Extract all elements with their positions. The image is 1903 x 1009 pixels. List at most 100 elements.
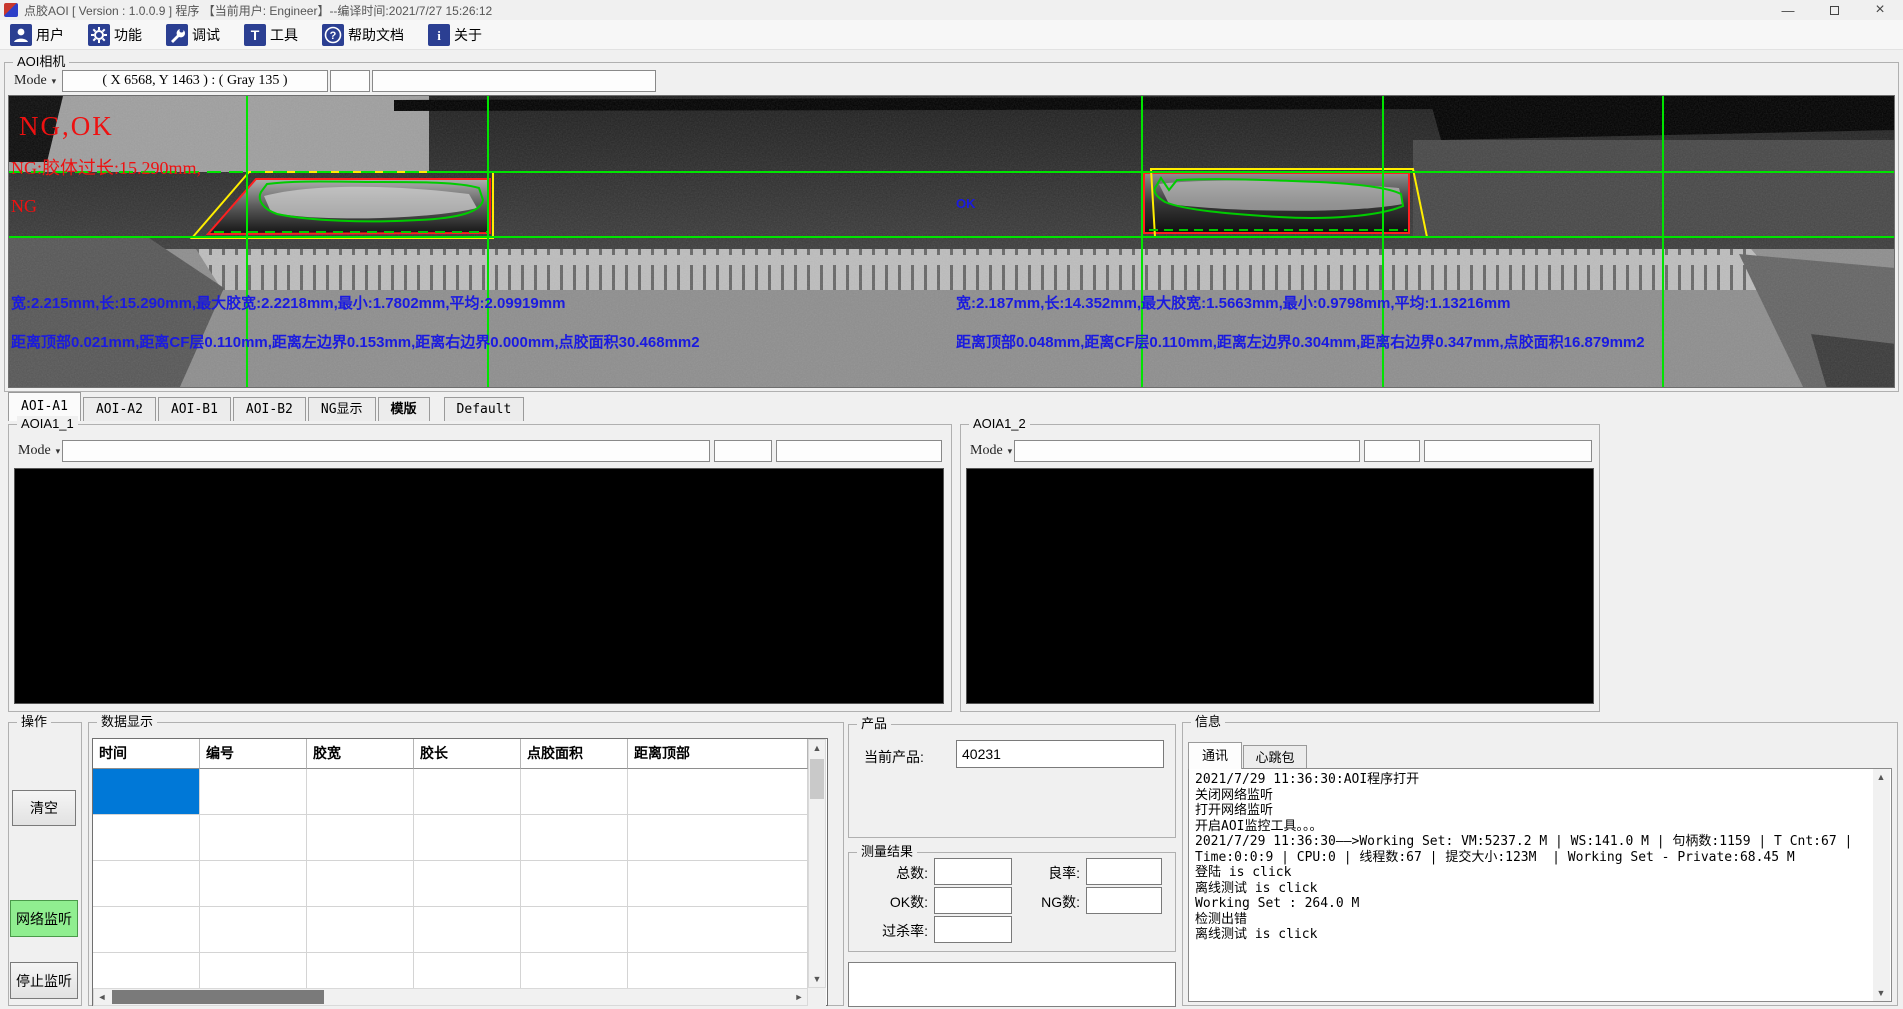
clear-button[interactable]: 清空 (12, 790, 76, 826)
table-cell[interactable] (307, 769, 414, 815)
table-cell[interactable] (307, 815, 414, 861)
tab-default[interactable]: Default (443, 397, 525, 421)
table-cell[interactable] (307, 953, 414, 988)
toolbar-item-about[interactable]: i 关于 (426, 22, 484, 48)
panel2-info-box-2[interactable] (1364, 440, 1420, 462)
panel1-image-area[interactable] (14, 468, 944, 704)
table-cell[interactable] (200, 861, 307, 907)
tab-aoi-a2[interactable]: AOI-A2 (82, 397, 156, 421)
panel1-info-box-2[interactable] (714, 440, 772, 462)
toolbar-item-debug[interactable]: 调试 (164, 22, 222, 48)
table-cell[interactable] (628, 769, 808, 815)
panel1-info-box-1[interactable] (62, 440, 710, 462)
table-cell[interactable] (200, 769, 307, 815)
table-cell[interactable] (93, 861, 200, 907)
panel2-mode-dropdown[interactable]: Mode ▾ (970, 443, 1013, 458)
overkill-rate-input[interactable] (934, 916, 1012, 943)
table-cell[interactable] (93, 907, 200, 953)
table-cell[interactable] (200, 815, 307, 861)
tab-comm[interactable]: 通讯 (1188, 742, 1242, 769)
scroll-right-icon[interactable]: ► (791, 989, 807, 1005)
close-button[interactable]: × (1875, 1, 1885, 18)
panel2-info-box-3[interactable] (1424, 440, 1592, 462)
table-vscrollbar[interactable]: ▲ ▼ (808, 739, 826, 988)
ng-count-label: NG数: (1041, 894, 1080, 910)
table-cell[interactable] (414, 907, 521, 953)
table-cell[interactable] (521, 907, 628, 953)
camera-mode-box-3[interactable] (372, 70, 656, 92)
total-count-input[interactable] (934, 858, 1012, 885)
table-row[interactable] (93, 769, 808, 815)
vscrollbar-thumb[interactable] (810, 759, 824, 799)
tab-aoi-b2[interactable]: AOI-B2 (232, 397, 306, 421)
table-cell[interactable] (521, 815, 628, 861)
tab-template[interactable]: 模版 (377, 397, 430, 421)
network-listen-button[interactable]: 网络监听 (10, 900, 78, 937)
gear-icon (88, 23, 110, 46)
table-cell[interactable] (93, 953, 200, 988)
camera-mode-dropdown[interactable]: Mode ▾ (14, 73, 57, 88)
panel2-image-area[interactable] (966, 468, 1594, 704)
camera-viewport[interactable]: NG,OK NG:胶体过长:15.290mm, NG OK 宽:2.215mm,… (8, 95, 1895, 388)
table-cell[interactable] (521, 861, 628, 907)
table-cell[interactable] (414, 769, 521, 815)
panel2-info-box-1[interactable] (1014, 440, 1360, 462)
table-cell[interactable] (200, 907, 307, 953)
column-header-glue-area[interactable]: 点胶面积 (521, 739, 628, 769)
log-line: Working Set : 264.0 M (1195, 896, 1360, 911)
table-row[interactable] (93, 907, 808, 953)
table-row[interactable] (93, 815, 808, 861)
table-cell[interactable] (628, 861, 808, 907)
yield-rate-input[interactable] (1086, 858, 1162, 885)
scroll-down-icon[interactable]: ▼ (809, 971, 825, 987)
table-cell[interactable] (628, 815, 808, 861)
tab-ng-display[interactable]: NG显示 (307, 397, 376, 421)
scroll-left-icon[interactable]: ◄ (94, 989, 110, 1005)
scroll-down-icon[interactable]: ▼ (1873, 985, 1889, 1001)
table-cell[interactable] (200, 953, 307, 988)
maximize-button[interactable] (1811, 0, 1857, 20)
table-cell[interactable] (628, 953, 808, 988)
column-header-glue-width[interactable]: 胶宽 (307, 739, 414, 769)
table-cell[interactable] (93, 769, 200, 815)
panel1-mode-dropdown[interactable]: Mode ▾ (18, 443, 61, 458)
tab-heartbeat[interactable]: 心跳包 (1243, 745, 1307, 769)
current-product-label: 当前产品: (864, 749, 924, 765)
tab-aoi-b1[interactable]: AOI-B1 (157, 397, 231, 421)
scroll-up-icon[interactable]: ▲ (1873, 769, 1889, 785)
camera-mode-box-2[interactable] (330, 70, 370, 92)
toolbar-item-help[interactable]: ? 帮助文档 (320, 22, 406, 48)
scroll-up-icon[interactable]: ▲ (809, 740, 825, 756)
table-cell[interactable] (628, 907, 808, 953)
log-scrollbar[interactable]: ▲ ▼ (1873, 769, 1890, 1001)
minimize-button[interactable]: — (1781, 2, 1795, 18)
toolbar-item-user[interactable]: 用户 (8, 22, 66, 48)
ok-count-input[interactable] (934, 887, 1012, 914)
ng-count-input[interactable] (1086, 887, 1162, 914)
log-text[interactable]: 2021/7/29 11:36:30:AOI程序打开 关闭网络监听 打开网络监听 开启… (1188, 768, 1892, 1002)
table-cell[interactable] (521, 953, 628, 988)
table-hscrollbar[interactable]: ◄ ► (93, 988, 808, 1006)
column-header-id[interactable]: 编号 (200, 739, 307, 769)
table-cell[interactable] (307, 907, 414, 953)
result-list-box[interactable] (848, 962, 1176, 1007)
table-row[interactable] (93, 861, 808, 907)
table-cell[interactable] (93, 815, 200, 861)
column-header-glue-length[interactable]: 胶长 (414, 739, 521, 769)
camera-coords-display[interactable]: ( X 6568, Y 1463 ) : ( Gray 135 ) (62, 70, 328, 92)
table-cell[interactable] (307, 861, 414, 907)
hscrollbar-thumb[interactable] (112, 990, 324, 1004)
table-cell[interactable] (414, 861, 521, 907)
panel1-info-box-3[interactable] (776, 440, 942, 462)
toolbar-item-function[interactable]: 功能 (86, 22, 144, 48)
result-text: NG,OK (19, 111, 114, 141)
stop-listen-button[interactable]: 停止监听 (10, 962, 78, 999)
column-header-time[interactable]: 时间 (93, 739, 200, 769)
table-cell[interactable] (414, 953, 521, 988)
table-cell[interactable] (521, 769, 628, 815)
column-header-distance-top[interactable]: 距离顶部 (628, 739, 808, 769)
current-product-input[interactable] (956, 740, 1164, 768)
table-row[interactable] (93, 953, 808, 988)
toolbar-item-tools[interactable]: T 工具 (242, 22, 300, 48)
table-cell[interactable] (414, 815, 521, 861)
